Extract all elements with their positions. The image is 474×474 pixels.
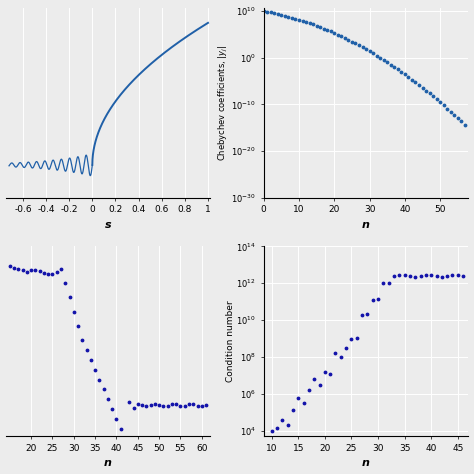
X-axis label: $\boldsymbol{s}$: $\boldsymbol{s}$ xyxy=(104,220,112,230)
X-axis label: $\boldsymbol{n}$: $\boldsymbol{n}$ xyxy=(103,458,113,468)
X-axis label: $\boldsymbol{n}$: $\boldsymbol{n}$ xyxy=(361,458,371,468)
Y-axis label: Chebychev coefficients, $|y_j|$: Chebychev coefficients, $|y_j|$ xyxy=(217,45,230,161)
Y-axis label: Condition number: Condition number xyxy=(226,301,235,382)
X-axis label: $\boldsymbol{n}$: $\boldsymbol{n}$ xyxy=(361,220,371,230)
